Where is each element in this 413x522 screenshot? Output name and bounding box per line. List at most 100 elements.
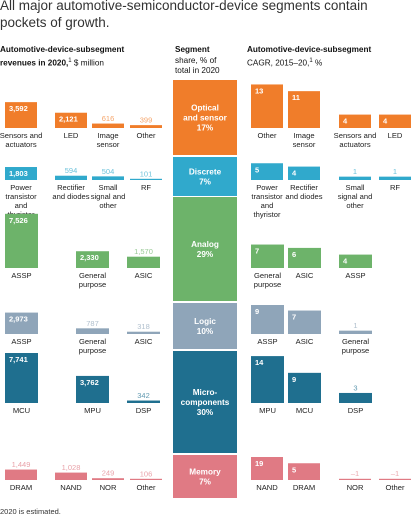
rev-micro-mcu-value: 7,741	[9, 355, 28, 364]
cagr-micro-dsp-bar	[339, 392, 372, 403]
revenue-header: Automotive-device-subsegment revenues in…	[0, 45, 124, 69]
rev-micro-mpu-value: 3,762	[80, 378, 99, 387]
share-label-logic: Logic	[194, 317, 216, 326]
rev-discrete-rf-value: 101	[140, 169, 153, 178]
rev-analog-asic-bar	[127, 256, 160, 268]
rev-analog-general-purpose-label: General	[79, 271, 106, 280]
cagr-optical-sensors-and-actuators-label-1: actuators	[339, 140, 370, 149]
rev-memory-nor-value: 249	[102, 469, 115, 478]
rev-logic-asic-value: 318	[137, 322, 150, 331]
rev-discrete-small-signal-and-other-label-2: other	[99, 201, 117, 210]
rev-discrete-power-transistor-and-thyristor-label: Power	[10, 183, 32, 192]
cagr-header: Automotive-device-subsegment CAGR, 2015–…	[247, 45, 413, 69]
revenue-header-bold: Automotive-device-subsegment revenues in…	[0, 45, 125, 68]
rev-micro-dsp-bar	[127, 400, 160, 403]
rev-discrete-rf-label: RF	[141, 183, 151, 192]
rev-logic-asic-label: ASIC	[135, 337, 153, 346]
rev-analog-asic-value: 1,570	[134, 247, 153, 256]
cagr-analog-asic-bar	[288, 247, 321, 268]
rev-memory-dram-value: 1,449	[12, 460, 31, 469]
cagr-discrete-power-transistor-and-thyristor-bar	[251, 163, 283, 180]
cagr-optical-led-value: 4	[383, 117, 388, 126]
share-label-micro: Micro-	[193, 388, 218, 397]
share-block-logic	[173, 303, 237, 349]
rev-logic-general-purpose-label: General	[79, 337, 106, 346]
cagr-micro-dsp-value: 3	[353, 383, 357, 392]
rev-memory-dram-bar	[5, 469, 37, 480]
cagr-discrete-rf-value: 1	[393, 167, 397, 176]
rev-optical-led-bar	[55, 112, 87, 128]
rev-optical-led-value: 2,121	[59, 115, 78, 124]
rev-optical-sensors-and-actuators-label: Sensors and	[0, 131, 42, 140]
rev-discrete-small-signal-and-other-value: 504	[102, 167, 115, 176]
rev-memory-other-value: 106	[140, 469, 153, 478]
cagr-optical-sensors-and-actuators-bar	[339, 114, 371, 128]
cagr-header-sup: 1	[309, 57, 313, 64]
rev-discrete-small-signal-and-other-label: Small	[99, 183, 118, 192]
cagr-memory-nor-value: –1	[351, 469, 359, 478]
share-value-analog: 29%	[197, 250, 214, 259]
cagr-logic-general-purpose-label: General	[342, 337, 369, 346]
rev-discrete-small-signal-and-other-bar	[92, 176, 124, 180]
cagr-discrete-power-transistor-and-thyristor-label-3: thyristor	[253, 210, 280, 219]
cagr-logic-assp-label: ASSP	[257, 337, 277, 346]
cagr-discrete-small-signal-and-other-label-1: signal and	[338, 192, 373, 201]
cagr-discrete-small-signal-and-other-label-2: other	[346, 201, 364, 210]
cagr-logic-asic-label: ASIC	[296, 337, 314, 346]
rev-discrete-rectifier-and-diodes-value: 594	[65, 166, 78, 175]
cagr-memory-nor-label: NOR	[347, 483, 364, 492]
rev-micro-mpu-bar	[76, 375, 109, 403]
cagr-discrete-power-transistor-and-thyristor-label-2: and	[261, 201, 274, 210]
share-label-micro-1: components	[181, 398, 230, 407]
cagr-optical-image-sensor-value: 11	[292, 93, 300, 102]
cagr-optical-image-sensor-label: Image	[293, 131, 314, 140]
cagr-optical-image-sensor-bar	[288, 91, 320, 128]
cagr-analog-assp-bar	[339, 254, 372, 268]
rev-analog-asic-label: ASIC	[135, 271, 153, 280]
share-value-micro: 30%	[197, 408, 214, 417]
cagr-analog-general-purpose-label: General	[254, 271, 281, 280]
cagr-discrete-power-transistor-and-thyristor-label-1: transistor	[251, 192, 283, 201]
cagr-discrete-rectifier-and-diodes-value: 4	[292, 169, 297, 178]
rev-discrete-power-transistor-and-thyristor-label-1: transistor	[5, 192, 37, 201]
share-label-optical: Optical	[191, 104, 219, 113]
cagr-discrete-small-signal-and-other-label: Small	[346, 183, 365, 192]
cagr-memory-nor-bar	[339, 478, 371, 480]
share-value-memory: 7%	[199, 478, 212, 487]
cagr-analog-asic-value: 6	[292, 250, 296, 259]
cagr-micro-dsp-label: DSP	[348, 406, 364, 415]
rev-optical-other-value: 399	[140, 116, 153, 125]
rev-logic-general-purpose-value: 787	[86, 319, 99, 328]
rev-memory-other-bar	[130, 478, 162, 480]
rev-discrete-small-signal-and-other-label-1: signal and	[91, 192, 126, 201]
cagr-analog-assp-value: 4	[343, 257, 348, 266]
rev-memory-other-label: Other	[137, 483, 156, 492]
rev-micro-dsp-value: 342	[137, 391, 150, 400]
cagr-micro-mpu-bar	[251, 356, 284, 403]
cagr-analog-general-purpose-value: 7	[255, 247, 259, 256]
rev-logic-assp-label: ASSP	[11, 337, 31, 346]
footnote: 2020 is estimated.	[0, 507, 61, 516]
rev-analog-general-purpose-bar	[76, 251, 109, 268]
rev-optical-sensors-and-actuators-label-1: actuators	[5, 140, 36, 149]
cagr-micro-mpu-value: 14	[255, 358, 264, 367]
rev-memory-dram-label: DRAM	[10, 483, 32, 492]
cagr-logic-general-purpose-value: 1	[353, 321, 357, 330]
rev-logic-general-purpose-bar	[76, 328, 109, 334]
rev-optical-image-sensor-value: 616	[102, 114, 115, 123]
cagr-memory-dram-label: DRAM	[293, 483, 315, 492]
cagr-optical-other-label: Other	[258, 131, 277, 140]
cagr-memory-other-label: Other	[386, 483, 405, 492]
cagr-header-bold: Automotive-device-subsegment	[247, 45, 372, 54]
share-label-analog: Analog	[191, 240, 219, 249]
rev-discrete-rf-bar	[130, 178, 162, 180]
rev-optical-image-sensor-bar	[92, 123, 124, 128]
cagr-logic-asic-value: 7	[292, 313, 296, 322]
share-value-logic: 10%	[197, 327, 214, 336]
cagr-memory-nand-bar	[251, 457, 283, 480]
cagr-optical-led-label: LED	[388, 131, 403, 140]
cagr-discrete-rectifier-and-diodes-label: Rectifier	[290, 183, 318, 192]
cagr-discrete-rectifier-and-diodes-label-1: and diodes	[285, 192, 322, 201]
rev-analog-assp-value: 7,526	[9, 216, 28, 225]
rev-memory-nand-label: NAND	[60, 483, 82, 492]
